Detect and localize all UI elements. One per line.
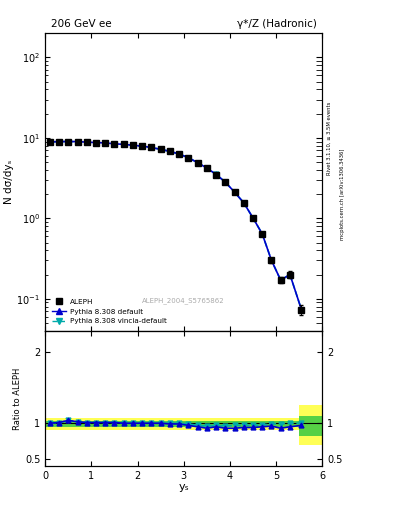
Legend: ALEPH, Pythia 8.308 default, Pythia 8.308 vincia-default: ALEPH, Pythia 8.308 default, Pythia 8.30… [49,296,169,327]
Text: mcplots.cern.ch [arXiv:1306.3436]: mcplots.cern.ch [arXiv:1306.3436] [340,149,345,240]
Text: Rivet 3.1.10, ≥ 3.5M events: Rivet 3.1.10, ≥ 3.5M events [327,101,332,175]
Y-axis label: Ratio to ALEPH: Ratio to ALEPH [13,367,22,430]
X-axis label: yₛ: yₛ [178,482,189,492]
Text: 206 GeV ee: 206 GeV ee [51,19,111,29]
Text: ALEPH_2004_S5765862: ALEPH_2004_S5765862 [142,297,225,304]
Text: γ*/Z (Hadronic): γ*/Z (Hadronic) [237,19,317,29]
Y-axis label: N dσ/dyₛ: N dσ/dyₛ [4,160,14,204]
